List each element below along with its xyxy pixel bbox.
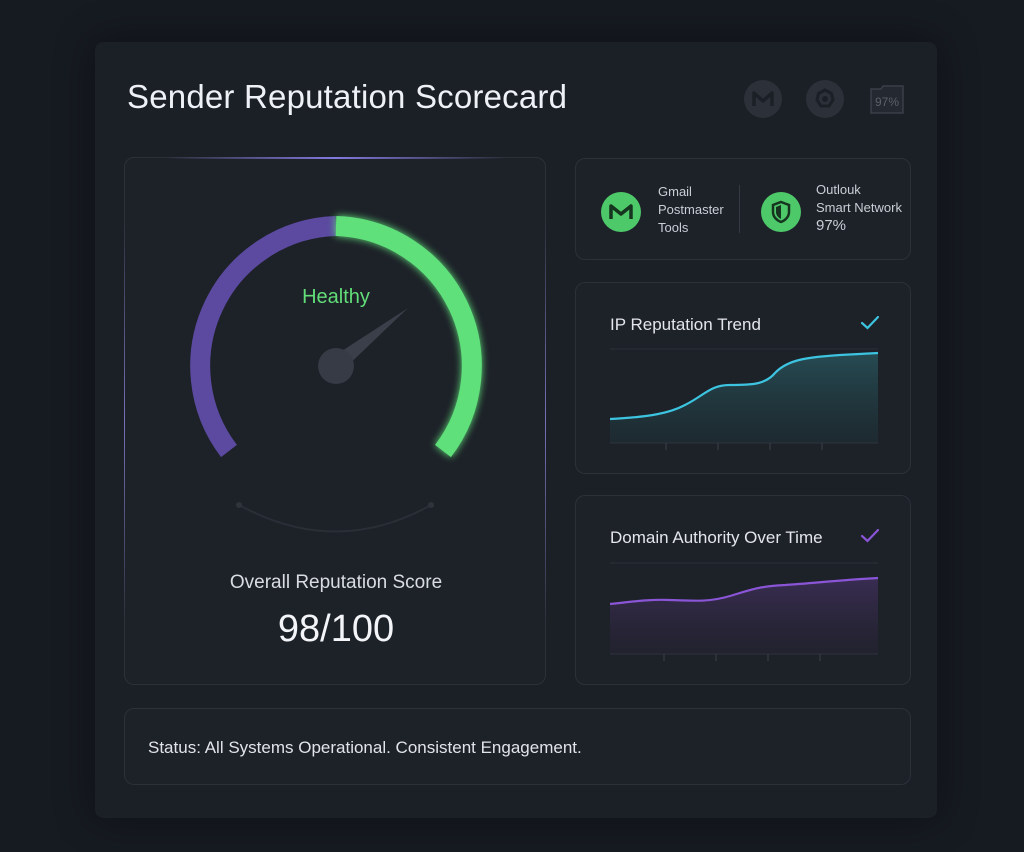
gauge-track-arc	[190, 216, 337, 458]
settings-icon[interactable]	[806, 80, 844, 118]
domain-authority-line	[610, 576, 879, 606]
percent-badge-text: 97%	[875, 95, 899, 109]
reputation-gauge	[190, 216, 482, 533]
provider-gmail-label[interactable]: Gmail Postmaster Tools	[658, 184, 724, 235]
ip-trend-line	[610, 351, 879, 421]
gauge-base-arc	[238, 504, 432, 533]
check-icon	[860, 528, 880, 543]
providers-card: Gmail Postmaster Tools Outlouk Smart Net…	[575, 158, 911, 260]
domain-authority-title: Domain Authority Over Time	[610, 528, 823, 547]
score-label: Overall Reputation Score	[229, 572, 443, 593]
status-text: Status: All Systems Operational. Consist…	[148, 738, 582, 757]
domain-authority-card: Domain Authority Over Time	[575, 495, 911, 685]
gmail-icon[interactable]	[744, 80, 782, 118]
status-bar: Status: All Systems Operational. Consist…	[124, 708, 911, 785]
reputation-gauge-card: Healthy Overall Reputation Score 98/100	[124, 157, 546, 685]
check-icon	[860, 315, 880, 330]
ip-trend-chart	[610, 348, 879, 450]
divider	[739, 185, 740, 233]
score-value: 98/100	[277, 608, 395, 650]
gauge-score-arc	[335, 216, 482, 458]
ip-reputation-trend-card: IP Reputation Trend	[575, 282, 911, 474]
health-status-label: Healthy	[302, 286, 370, 308]
domain-authority-chart	[610, 562, 879, 661]
domain-authority-area	[610, 578, 878, 654]
percent-badge-icon[interactable]: 97%	[868, 80, 906, 118]
ip-trend-area	[610, 353, 878, 443]
gmail-icon[interactable]	[601, 192, 641, 232]
provider-outlook-label[interactable]: Outlouk Smart Network 97%	[816, 182, 902, 234]
gauge-hub	[318, 348, 354, 384]
page-title: Sender Reputation Scorecard	[127, 78, 568, 115]
shield-icon[interactable]	[761, 192, 801, 232]
ip-trend-title: IP Reputation Trend	[610, 315, 761, 334]
